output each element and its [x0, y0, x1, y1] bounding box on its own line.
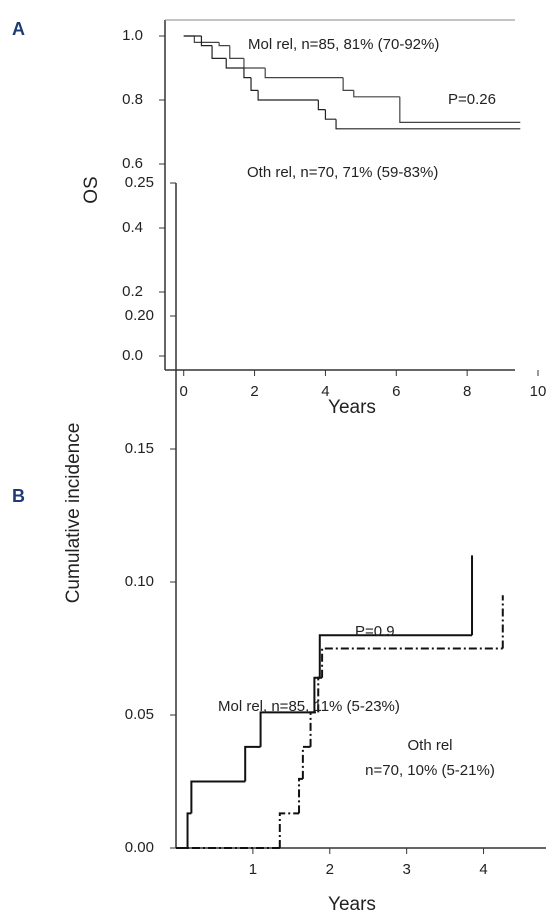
y-tick-label: 0.20: [125, 307, 154, 324]
y-tick-label: 0.05: [125, 706, 154, 723]
step-segment: [335, 119, 521, 130]
step-segment: [321, 647, 503, 678]
x-tick-label: 10: [530, 383, 546, 400]
step-segment: [318, 634, 473, 678]
x-tick-label: 6: [392, 383, 400, 400]
annotation: Oth rel: [407, 737, 452, 754]
step-segment: [353, 90, 400, 98]
annotation: P=0.26: [448, 91, 496, 108]
y-tick-label: 0.0: [122, 347, 143, 364]
step-segment: [243, 58, 266, 69]
annotation: Mol rel, n=85, 81% (70-92%): [248, 36, 439, 53]
y-tick-label: 0.6: [122, 155, 143, 172]
x-tick-label: 8: [463, 383, 471, 400]
step-segment: [211, 45, 227, 59]
annotation: P=0.9: [355, 623, 395, 640]
step-segment: [190, 780, 246, 814]
y-axis-title: Cumulative incidence: [63, 423, 84, 604]
x-axis-title: Years: [328, 397, 376, 418]
step-segment: [257, 90, 319, 101]
step-segment: [218, 42, 230, 47]
step-segment: [278, 812, 300, 848]
step-segment: [259, 711, 315, 747]
x-tick-label: 2: [250, 383, 258, 400]
step-segment: [342, 77, 354, 91]
step-segment: [301, 745, 311, 779]
panel-letter: A: [12, 19, 25, 39]
step-segment: [324, 109, 337, 120]
annotation: Mol rel, n=85, 11% (5-23%): [218, 698, 400, 715]
step-segment: [225, 58, 244, 69]
panel-letter: B: [12, 486, 25, 506]
x-tick-label: 3: [402, 861, 410, 878]
y-tick-label: 0.00: [125, 839, 154, 856]
step-segment: [243, 68, 252, 79]
x-axis-title: Years: [328, 894, 376, 915]
y-tick-label: 0.2: [122, 283, 143, 300]
y-tick-label: 0.15: [125, 440, 154, 457]
step-segment: [229, 45, 244, 59]
step-segment: [250, 77, 259, 91]
step-segment: [399, 96, 521, 123]
step-segment: [317, 676, 323, 713]
step-segment: [309, 711, 319, 747]
x-tick-label: 4: [479, 861, 487, 878]
x-tick-label: 1: [249, 861, 257, 878]
step-segment: [298, 777, 303, 814]
annotation: Oth rel, n=70, 71% (59-83%): [247, 164, 438, 181]
annotation: n=70, 10% (5-21%): [365, 762, 495, 779]
y-tick-label: 1.0: [122, 27, 143, 44]
y-tick-label: 0.8: [122, 91, 143, 108]
step-segment: [193, 36, 220, 43]
y-tick-label: 0.10: [125, 573, 154, 590]
x-tick-label: 4: [321, 383, 329, 400]
step-segment: [186, 812, 192, 848]
step-segment: [200, 36, 213, 47]
step-segment: [244, 745, 261, 782]
x-tick-label: 0: [180, 383, 188, 400]
y-tick-label: 0.25: [125, 174, 154, 191]
step-segment: [317, 100, 326, 111]
step-segment: [264, 68, 344, 79]
x-tick-label: 2: [326, 861, 334, 878]
y-tick-label: 0.4: [122, 219, 143, 236]
y-axis-title: OS: [81, 176, 102, 203]
